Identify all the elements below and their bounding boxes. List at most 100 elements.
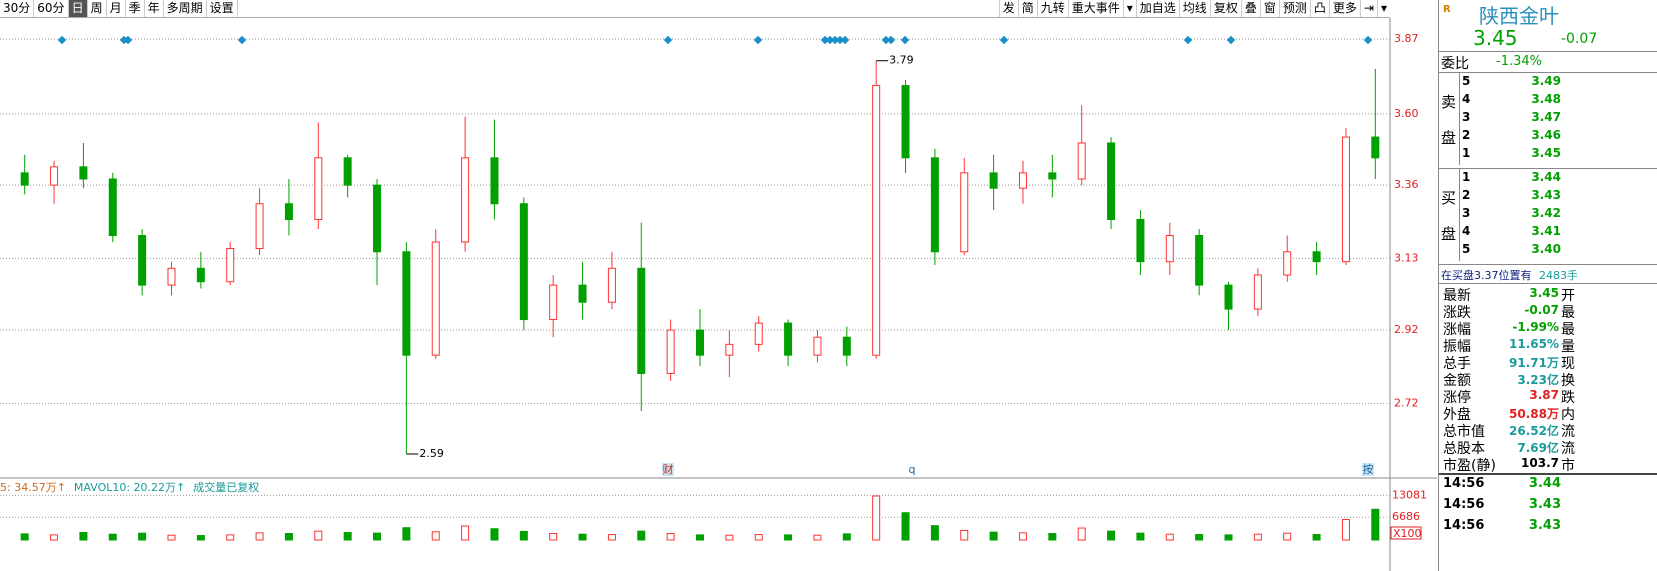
y-tick-label: 3.36 <box>1394 178 1419 191</box>
toolbar-button[interactable]: 均线 <box>1178 0 1210 17</box>
event-marker-bg <box>662 463 674 476</box>
candle-body <box>108 178 117 237</box>
toolbar-button[interactable]: 发 <box>998 0 1018 17</box>
side-divider <box>1459 73 1460 165</box>
volume-bar <box>167 534 176 541</box>
candle-body <box>284 203 293 221</box>
volume-bar <box>431 531 440 541</box>
toolbar-button[interactable]: ▾ <box>1122 0 1136 17</box>
stat-next-label: 量 <box>1561 339 1575 355</box>
level-price: 3.41 <box>1531 224 1561 238</box>
candle-body <box>20 172 29 186</box>
side-divider <box>1459 169 1460 261</box>
toolbar-button[interactable]: ⇥ <box>1359 0 1377 17</box>
stat-next-label: 内 <box>1561 407 1575 423</box>
event-marker-bg <box>1362 463 1374 476</box>
ratio: -1.34% <box>1496 54 1542 69</box>
stat-label: 外盘 <box>1443 407 1471 423</box>
volume-bar <box>549 533 558 541</box>
stat-label: 涨跌 <box>1443 305 1471 321</box>
volume-bar <box>461 525 470 541</box>
toolbar-button[interactable]: 窗 <box>1259 0 1279 17</box>
toolbar-button[interactable]: 重大事件 <box>1067 0 1123 17</box>
toolbar-button[interactable]: 预测 <box>1278 0 1310 17</box>
tick-price: 3.44 <box>1528 476 1561 491</box>
level-price: 3.44 <box>1531 170 1561 184</box>
separator <box>1439 283 1657 284</box>
stock-name: 陕西金叶 <box>1479 4 1559 28</box>
volume-bar <box>255 532 264 541</box>
candle-body <box>255 203 264 250</box>
level-price: 3.45 <box>1531 146 1561 160</box>
volume-bar <box>343 531 352 541</box>
stat-next-label: 市 <box>1561 458 1575 474</box>
level: 5 <box>1462 242 1471 256</box>
tick-price: 3.43 <box>1528 497 1561 512</box>
candle-body <box>1224 284 1233 310</box>
toolbar-button[interactable]: 叠 <box>1240 0 1260 17</box>
toolbar-button[interactable]: 多周期 <box>164 0 207 17</box>
sell-label: 盘 <box>1441 129 1457 147</box>
tick-time: 14:56 <box>1443 476 1485 491</box>
candle-body <box>490 157 499 205</box>
toolbar-button[interactable]: 凸 <box>1309 0 1329 17</box>
toolbar-button[interactable]: 九转 <box>1036 0 1068 17</box>
toolbar-button[interactable]: 简 <box>1017 0 1037 17</box>
volume-bar <box>138 532 147 541</box>
candle-body <box>314 157 323 221</box>
stat-value: 91.71万 <box>1509 356 1559 370</box>
toolbar-button[interactable]: 年 <box>145 0 164 17</box>
candle-body <box>1048 172 1057 180</box>
stat-value: -1.99% <box>1512 320 1559 334</box>
stat-next-label: 现 <box>1561 356 1575 372</box>
candle-body <box>637 267 646 374</box>
stat-label: 总市值 <box>1443 424 1485 440</box>
toolbar-button[interactable]: 复权 <box>1209 0 1241 17</box>
toolbar-button[interactable]: 月 <box>107 0 126 17</box>
level: 2 <box>1462 188 1471 202</box>
stat-value: 50.88万 <box>1509 407 1559 421</box>
toolbar-button[interactable]: 30分 <box>0 0 35 17</box>
level: 3 <box>1462 206 1471 220</box>
event-marker: 财 <box>663 462 674 476</box>
candle-body <box>138 235 147 286</box>
stat-value: 11.65% <box>1509 337 1559 351</box>
volume-bar <box>607 534 616 541</box>
volume-legend: 5: 34.57万↑ <box>0 481 66 494</box>
event-marker: q <box>909 463 916 476</box>
candle-body <box>784 322 793 356</box>
toolbar-button[interactable]: 60分 <box>34 0 69 17</box>
quote-panel: R 陕西金叶 3.45 -0.07 委比 -1.34% 卖盘 5 3.49 4 3.48 3 3.47 2… <box>1438 0 1657 571</box>
event-icon <box>1183 35 1193 45</box>
stat-label: 涨停 <box>1443 390 1471 406</box>
level: 3 <box>1462 110 1471 124</box>
stat-next-label: 最 <box>1561 322 1575 338</box>
level-price: 3.49 <box>1531 74 1561 88</box>
toolbar-button[interactable]: 加自选 <box>1135 0 1179 17</box>
toolbar-button[interactable]: 设置 <box>207 0 238 17</box>
notice-qty: 2483手 <box>1539 269 1578 282</box>
volume-bar <box>1018 532 1027 541</box>
toolbar-button[interactable]: 季 <box>126 0 145 17</box>
level-price: 3.43 <box>1531 188 1561 202</box>
volume-bar <box>314 530 323 541</box>
toolbar-button[interactable]: ▾ <box>1376 0 1390 17</box>
volume-bar <box>784 534 793 541</box>
toolbar-left: 30分 60分日周月季年多周期 设置 <box>0 0 238 17</box>
toolbar-button[interactable]: 日 <box>68 0 88 17</box>
y-tick-label: 3.87 <box>1394 32 1419 45</box>
event-icon <box>753 35 763 45</box>
stat-next-label: 换 <box>1561 373 1575 389</box>
volume-bar <box>901 512 910 541</box>
candle-body <box>167 267 176 286</box>
volume-bar <box>696 534 704 541</box>
sell-label: 卖 <box>1441 93 1457 111</box>
toolbar-button[interactable]: 周 <box>88 0 107 17</box>
volume-bar <box>1341 519 1350 541</box>
volume-bar <box>373 532 382 541</box>
candle-body <box>1018 172 1027 189</box>
stat-label: 涨幅 <box>1443 322 1471 338</box>
candle-body <box>1136 219 1145 263</box>
stat-next-label: 最 <box>1561 305 1575 321</box>
toolbar-button[interactable]: 更多 <box>1328 0 1360 17</box>
